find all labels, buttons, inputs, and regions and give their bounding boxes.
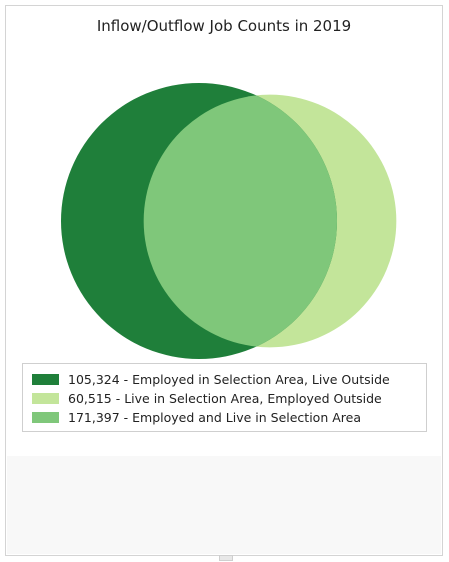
chart-legend: 105,324 - Employed in Selection Area, Li… (22, 363, 427, 432)
legend-label: 60,515 - Live in Selection Area, Employe… (68, 391, 382, 406)
legend-swatch (32, 393, 59, 404)
legend-label: 171,397 - Employed and Live in Selection… (68, 410, 361, 425)
venn-intersection (143, 94, 337, 348)
legend-item-employed-live-outside: 105,324 - Employed in Selection Area, Li… (32, 370, 426, 389)
resize-handle[interactable] (219, 555, 233, 561)
chart-title: Inflow/Outflow Job Counts in 2019 (96, 17, 352, 35)
chart-frame: Inflow/Outflow Job Counts in 2019 105,32… (5, 5, 443, 556)
lower-panel (7, 456, 441, 554)
legend-swatch (32, 374, 59, 385)
legend-item-live-employed-outside: 60,515 - Live in Selection Area, Employe… (32, 389, 426, 408)
legend-label: 105,324 - Employed in Selection Area, Li… (68, 372, 390, 387)
legend-item-employed-and-live: 171,397 - Employed and Live in Selection… (32, 408, 426, 427)
venn-diagram (61, 83, 397, 359)
legend-swatch (32, 412, 59, 423)
